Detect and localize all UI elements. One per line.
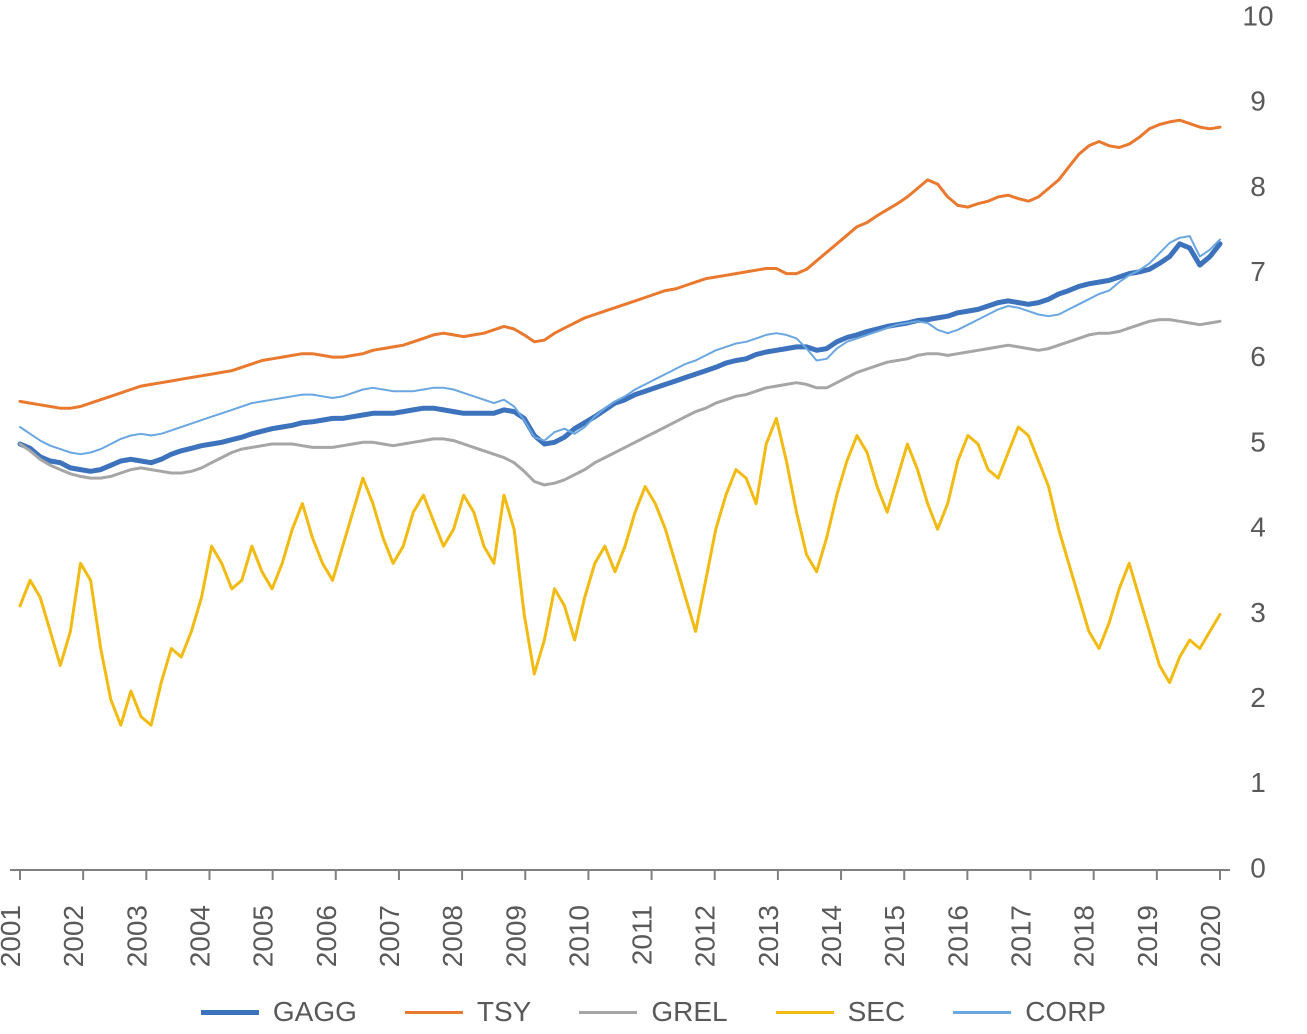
- legend-item-GAGG: GAGG: [201, 996, 357, 1028]
- legend-label: TSY: [477, 996, 531, 1028]
- legend-swatch: [953, 1011, 1011, 1014]
- series-CORP: [20, 236, 1220, 454]
- chart-canvas: 0 1 2 3 4 5 6 7 8 9 10 2001 2002 2003 2004 2005 2006 2007…: [0, 0, 1307, 1034]
- x-tick-label: 2013: [753, 905, 784, 967]
- legend-swatch: [579, 1011, 637, 1014]
- x-tick-label: 2002: [58, 905, 89, 967]
- legend-swatch: [776, 1011, 834, 1014]
- y-tick-label: 0: [1250, 852, 1266, 883]
- line-chart: 0 1 2 3 4 5 6 7 8 9 10 2001 2002 2003 2004 2005 2006 2007…: [0, 0, 1307, 1034]
- x-tick-label: 2001: [0, 905, 26, 967]
- legend-swatch: [201, 1010, 259, 1015]
- x-tick-label: 2003: [121, 905, 152, 967]
- x-tick-label: 2010: [563, 905, 594, 967]
- legend-label: CORP: [1025, 996, 1106, 1028]
- x-tick-label: 2008: [437, 905, 468, 967]
- y-tick-label: 2: [1250, 682, 1266, 713]
- x-tick-label: 2020: [1195, 905, 1226, 967]
- x-tick-label: 2011: [627, 905, 658, 965]
- y-tick-label: 10: [1242, 0, 1273, 31]
- y-tick-label: 9: [1250, 86, 1266, 117]
- x-tick-label: 2015: [879, 905, 910, 967]
- y-tick-label: 1: [1250, 767, 1266, 798]
- y-tick-label: 7: [1250, 256, 1266, 287]
- x-tick-label: 2006: [311, 905, 342, 967]
- x-tick-label: 2012: [690, 905, 721, 967]
- x-tick-label: 2005: [248, 905, 279, 967]
- series-SEC: [20, 418, 1220, 725]
- x-tick-label: 2016: [942, 905, 973, 967]
- y-tick-label: 8: [1250, 171, 1266, 202]
- y-tick-label: 3: [1250, 597, 1266, 628]
- legend-item-SEC: SEC: [776, 996, 906, 1028]
- legend-label: GAGG: [273, 996, 357, 1028]
- legend-item-TSY: TSY: [405, 996, 531, 1028]
- legend-label: SEC: [848, 996, 906, 1028]
- y-tick-label: 6: [1250, 341, 1266, 372]
- series-TSY: [20, 120, 1220, 408]
- x-tick-label: 2009: [500, 905, 531, 967]
- legend-swatch: [405, 1011, 463, 1014]
- legend: GAGG TSY GREL SEC CORP: [0, 996, 1307, 1028]
- series-GAGG: [20, 244, 1220, 471]
- legend-item-CORP: CORP: [953, 996, 1106, 1028]
- y-tick-label: 5: [1250, 426, 1266, 457]
- x-tick-label: 2014: [816, 905, 847, 967]
- x-tick-label: 2018: [1069, 905, 1100, 967]
- x-tick-label: 2007: [374, 905, 405, 967]
- x-tick-label: 2019: [1132, 905, 1163, 967]
- x-tick-label: 2004: [184, 905, 215, 967]
- y-tick-label: 4: [1250, 512, 1266, 543]
- x-tick-label: 2017: [1006, 905, 1037, 967]
- legend-label: GREL: [651, 996, 727, 1028]
- legend-item-GREL: GREL: [579, 996, 727, 1028]
